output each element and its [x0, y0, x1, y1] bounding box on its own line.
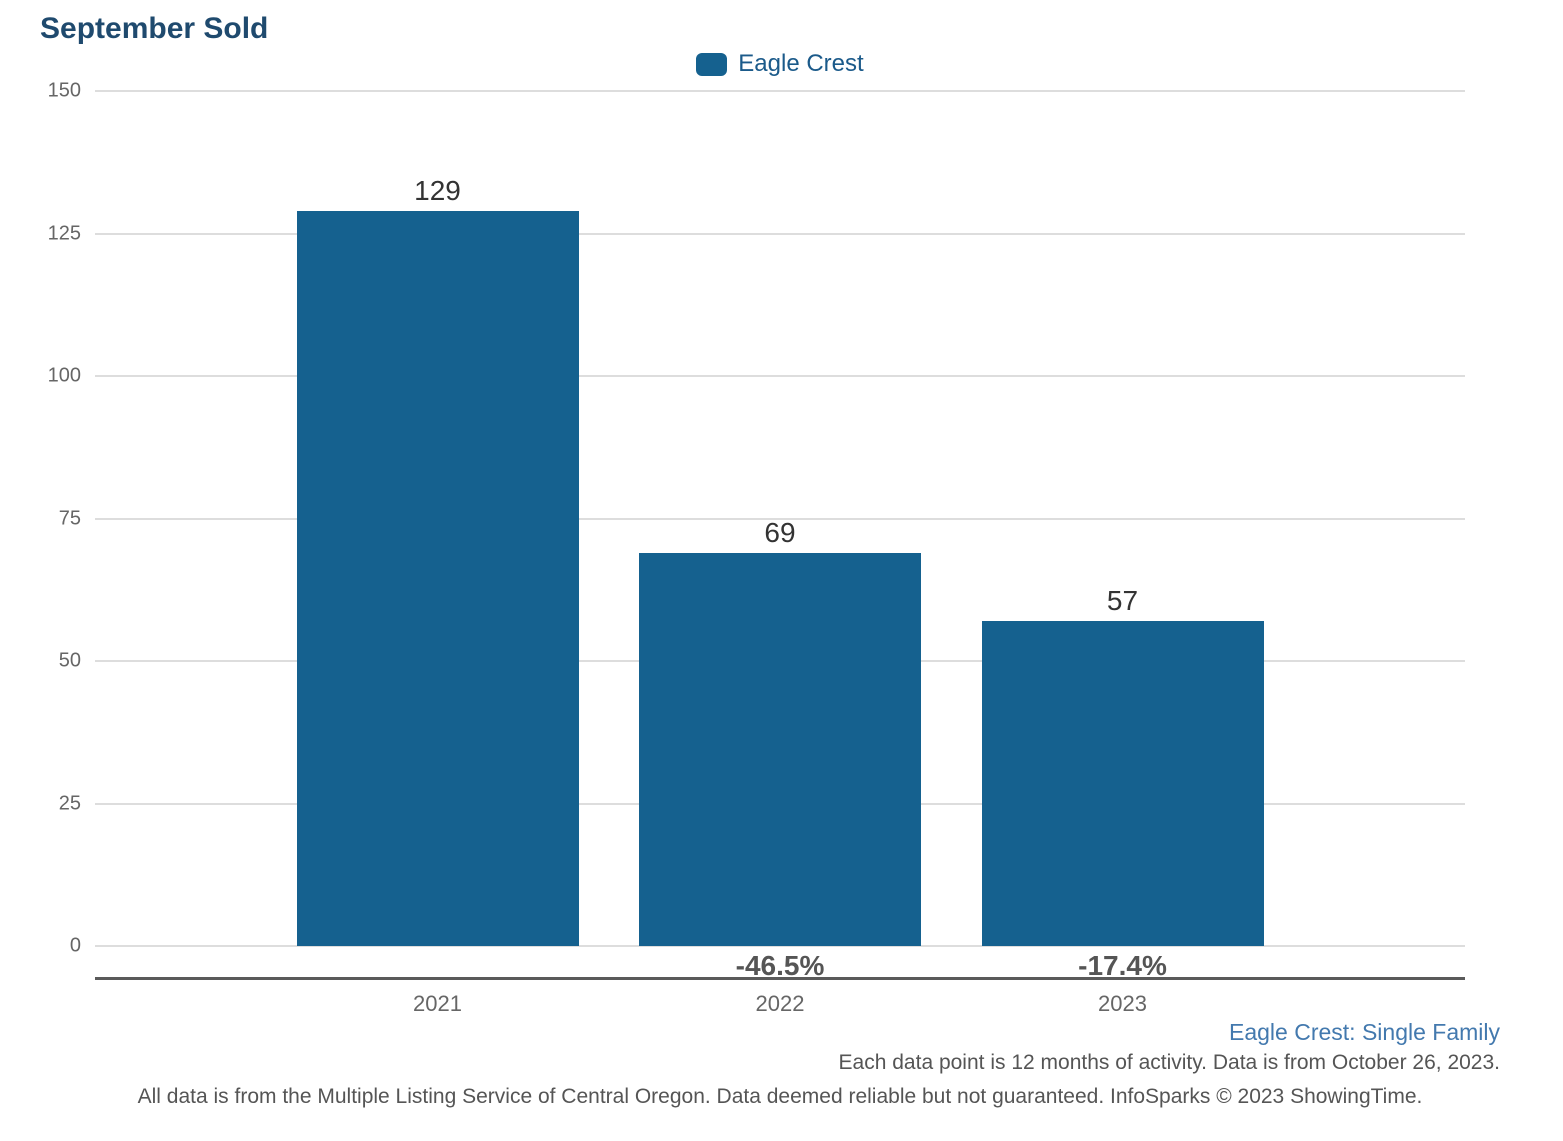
segment-link[interactable]: Eagle Crest: Single Family [1229, 1019, 1500, 1045]
bar-chart-plot-area: 0 25 50 75 100 125 150 129 2021 69 -46.5% 2022 57 -17… [48, 80, 1465, 1016]
gridline-y-100 [95, 375, 1465, 377]
pct-change-label: -17.4% [1078, 950, 1167, 981]
bar-value-label: 57 [1106, 585, 1139, 617]
y-axis-tick-label: 25 [58, 792, 81, 814]
pct-change-label: -46.5% [735, 950, 825, 981]
disclaimer-text: All data is from the Multiple Listing Se… [137, 1085, 1423, 1108]
x-axis-tick-label: 2023 [1098, 991, 1147, 1016]
x-axis-line [95, 977, 1465, 980]
data-note-text: Each data point is 12 months of activity… [838, 1051, 1500, 1074]
y-axis-tick-label: 75 [58, 507, 81, 529]
legend[interactable]: Eagle Crest [95, 50, 1465, 78]
bar-2023[interactable] [981, 621, 1264, 946]
y-axis-tick-label: 50 [58, 649, 81, 672]
gridline-y-150 [95, 90, 1465, 92]
chart-title: September Sold [40, 12, 269, 45]
legend-series-label: Eagle Crest [738, 50, 864, 77]
legend-swatch-icon [696, 52, 728, 76]
gridline-y-75 [95, 517, 1465, 520]
y-axis-tick-label: 0 [69, 934, 81, 957]
bar-2022[interactable] [639, 552, 921, 946]
x-axis-tick-label: 2022 [755, 991, 805, 1016]
y-axis-tick-label: 125 [47, 222, 81, 244]
bar-value-label: 129 [414, 174, 461, 206]
bar-value-label: 69 [764, 516, 796, 548]
gridline-y-0 [95, 945, 1465, 947]
x-axis-tick-label: 2021 [413, 991, 462, 1016]
y-axis-tick-label: 100 [47, 364, 81, 387]
bar-2021[interactable] [296, 210, 579, 946]
y-axis-tick-label: 150 [47, 79, 81, 102]
gridline-y-125 [95, 232, 1465, 235]
